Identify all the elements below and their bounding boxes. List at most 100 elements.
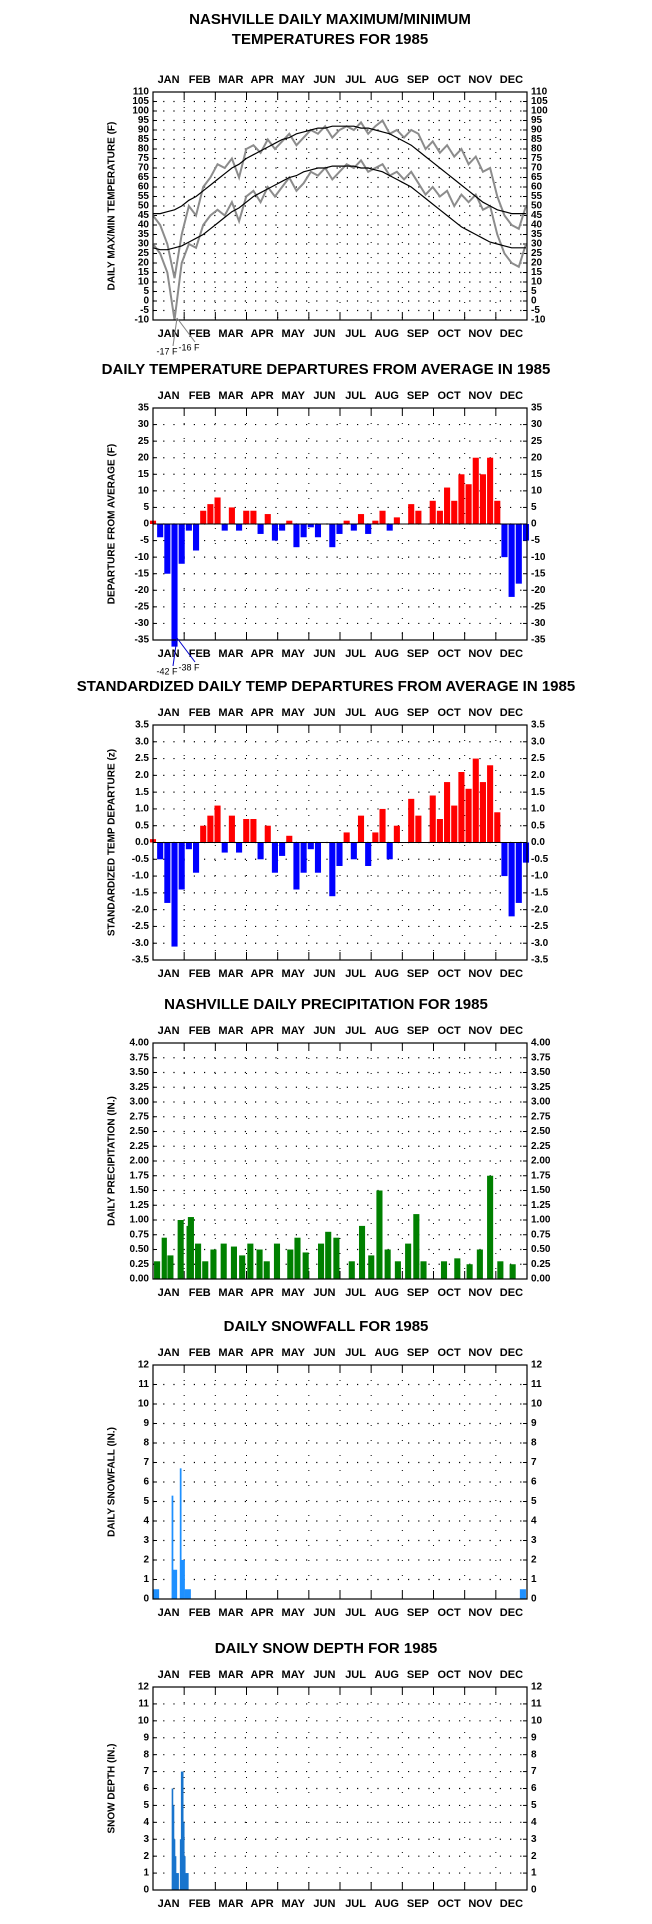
y2-tick-label: 3.50 (531, 1067, 551, 1078)
y-tick-label: 10 (138, 277, 150, 288)
bar (420, 1261, 427, 1279)
y2-tick-label: 2 (531, 1851, 537, 1862)
month-label-bottom: MAY (282, 328, 306, 340)
y2-tick-label: 3.0 (531, 736, 545, 747)
y-tick-label: 35 (138, 229, 150, 240)
month-label-top: DEC (500, 1347, 523, 1359)
month-label-bottom: FEB (189, 968, 211, 980)
y-tick-label: -0.5 (132, 854, 150, 865)
bar (286, 835, 293, 843)
month-label-bottom: JAN (158, 1287, 180, 1299)
month-label-bottom: SEP (407, 1898, 429, 1910)
bar (350, 842, 357, 860)
month-label-top: JUL (345, 1669, 366, 1681)
y-tick-label: 0.00 (130, 1274, 150, 1285)
y-tick-label: 12 (138, 1360, 150, 1371)
y2-tick-label: 60 (531, 182, 543, 193)
y2-tick-label: 25 (531, 248, 543, 259)
bar (239, 1255, 246, 1279)
month-label-top: SEP (407, 707, 429, 719)
bar (153, 1589, 160, 1599)
bar (325, 1231, 332, 1279)
y-tick-label: 0.75 (130, 1229, 150, 1240)
bar (264, 514, 271, 524)
bar (182, 1822, 185, 1890)
bar (358, 1225, 366, 1279)
bar (300, 524, 307, 538)
y2-tick-label: 2.75 (531, 1111, 551, 1122)
bar (415, 815, 422, 843)
y2-tick-label: -2.0 (531, 904, 549, 915)
y-tick-label: 20 (138, 452, 150, 463)
bar (167, 1255, 174, 1279)
bar (221, 524, 228, 531)
month-label-bottom: MAR (218, 1607, 243, 1619)
y-tick-label: -35 (135, 635, 150, 646)
y-tick-label: 110 (133, 87, 150, 98)
y-tick-label: 1.0 (135, 804, 149, 815)
y-tick-label: -10 (135, 552, 150, 563)
y2-tick-label: 1.00 (531, 1215, 551, 1226)
bar (394, 1261, 401, 1279)
y-tick-label: 70 (138, 163, 150, 174)
bar (171, 1569, 178, 1599)
bar (236, 524, 243, 531)
y2-tick-label: 100 (531, 106, 548, 117)
bar (287, 1249, 294, 1279)
month-label-top: JUL (345, 390, 366, 402)
y2-tick-label: 11 (531, 1699, 542, 1710)
bar (192, 842, 200, 873)
month-label-top: DEC (500, 707, 523, 719)
bar (415, 510, 422, 524)
bar (343, 832, 350, 843)
y-tick-label: 3.00 (130, 1097, 150, 1108)
bar (250, 510, 257, 524)
y-tick-label: 11 (138, 1379, 149, 1390)
plot-frame (152, 1686, 528, 1891)
bar (184, 1589, 191, 1599)
y2-tick-label: 6 (531, 1783, 537, 1794)
month-label-top: APR (250, 1347, 273, 1359)
bar (185, 524, 192, 531)
y2-tick-label: 15 (531, 469, 543, 480)
y2-tick-label: 105 (531, 96, 548, 107)
y2-tick-label: -35 (531, 635, 546, 646)
y-tick-label: 5 (143, 502, 149, 513)
bar (228, 815, 235, 843)
y-tick-label: -1.0 (132, 871, 150, 882)
bar (522, 524, 530, 541)
y2-tick-label: -30 (531, 618, 546, 629)
month-label-top: MAR (218, 74, 243, 86)
y2-tick-label: 8 (531, 1749, 537, 1760)
month-label-top: AUG (375, 707, 399, 719)
y2-tick-label: 1.75 (531, 1170, 551, 1181)
y-tick-label: 0.5 (135, 820, 149, 831)
y-tick-label: 0 (143, 296, 149, 307)
y2-tick-label: 4 (531, 1817, 537, 1828)
y-tick-label: 2.00 (130, 1156, 150, 1167)
bar (329, 524, 336, 548)
month-label-bottom: APR (250, 1287, 273, 1299)
bar (300, 842, 307, 873)
month-label-top: NOV (468, 390, 493, 402)
month-label-top: JUN (313, 390, 335, 402)
bar (236, 842, 243, 853)
y2-tick-label: 10 (531, 1399, 543, 1410)
y-tick-label: -2.0 (132, 904, 150, 915)
month-label-top: OCT (437, 1025, 461, 1037)
bar (476, 1249, 483, 1279)
bar (302, 1252, 309, 1279)
month-label-bottom: AUG (375, 328, 399, 340)
y-tick-label: 0 (143, 1594, 149, 1605)
month-label-top: JUN (313, 1025, 335, 1037)
month-label-top: NOV (468, 74, 493, 86)
y2-tick-label: 12 (531, 1360, 543, 1371)
month-label-top: MAY (282, 1025, 306, 1037)
bar (508, 842, 515, 917)
y2-tick-label: -10 (531, 552, 546, 563)
month-label-top: SEP (407, 1025, 429, 1037)
month-label-bottom: JUL (345, 1607, 366, 1619)
bar (429, 500, 436, 524)
plot-frame (152, 91, 528, 321)
y-tick-label: 8 (143, 1438, 149, 1449)
